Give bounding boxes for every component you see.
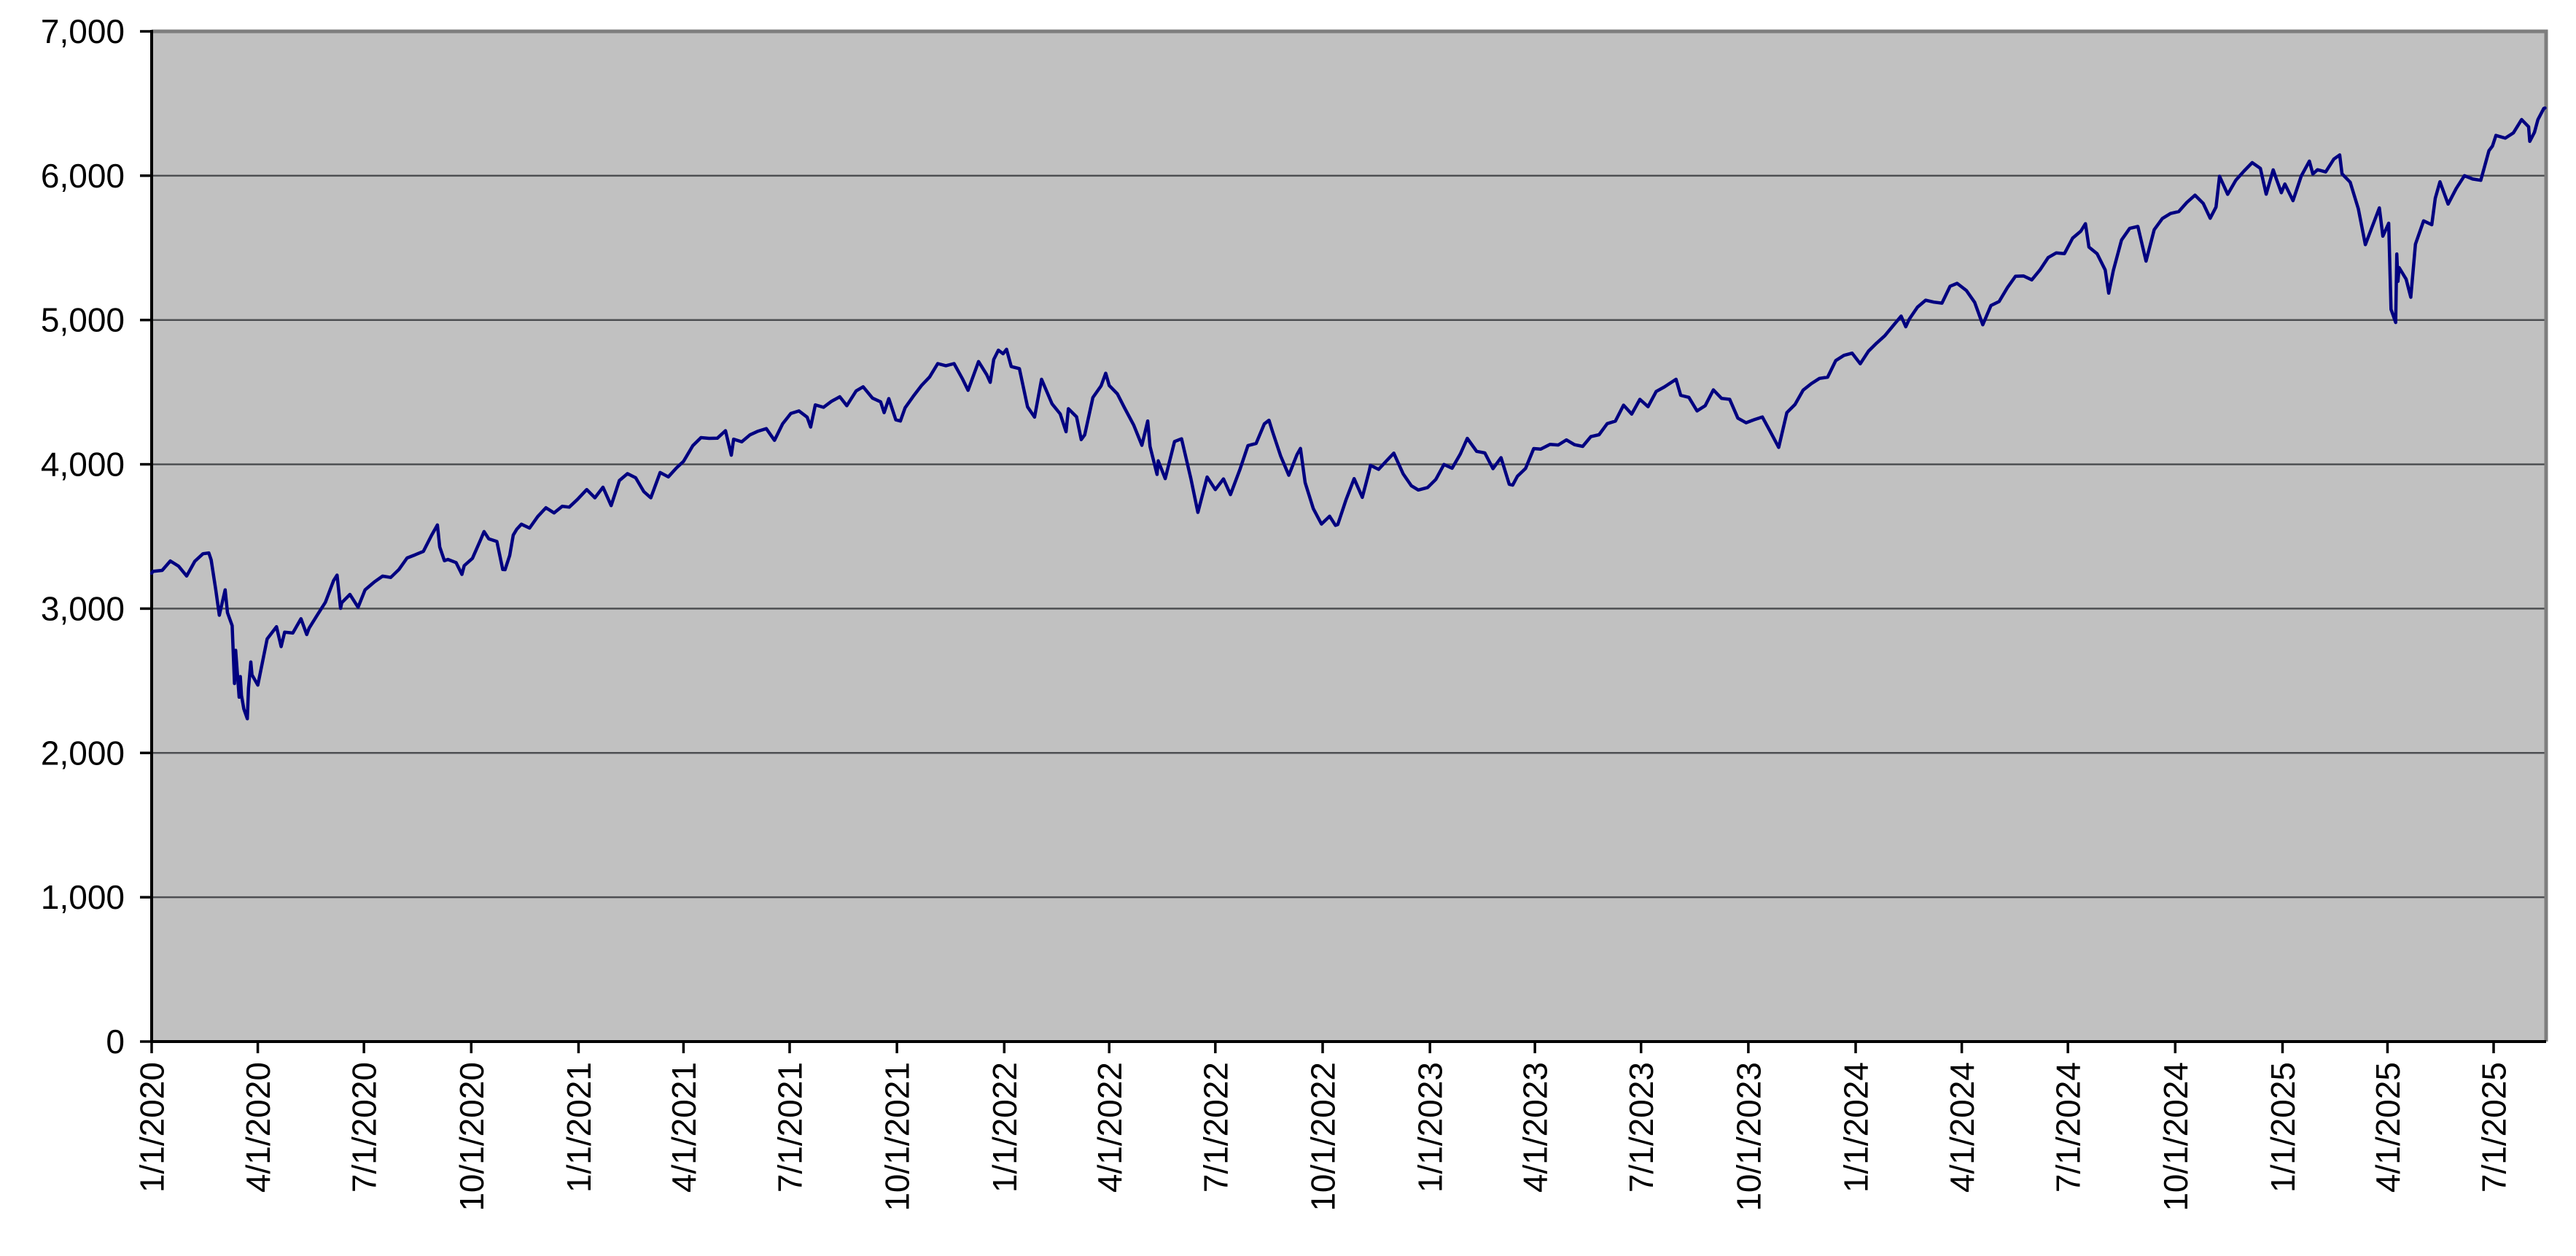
y-tick-label: 0 — [106, 1023, 125, 1061]
x-tick-label: 4/1/2025 — [2369, 1062, 2407, 1193]
x-tick-label: 10/1/2024 — [2157, 1062, 2195, 1212]
x-tick-label: 1/1/2025 — [2264, 1062, 2302, 1193]
x-tick-label: 7/1/2025 — [2475, 1062, 2513, 1193]
x-tick-label: 7/1/2021 — [771, 1062, 809, 1193]
x-tick-label: 4/1/2021 — [665, 1062, 703, 1193]
x-tick-label: 7/1/2023 — [1622, 1062, 1660, 1193]
x-tick-label: 4/1/2023 — [1517, 1062, 1554, 1193]
x-tick-label: 10/1/2020 — [453, 1062, 491, 1212]
x-tick-label: 1/1/2023 — [1412, 1062, 1450, 1193]
y-tick-label: 2,000 — [41, 734, 125, 772]
price-line — [149, 106, 2547, 721]
x-tick-label: 10/1/2022 — [1304, 1062, 1342, 1212]
plot-border — [152, 29, 2548, 1042]
x-tick-label: 10/1/2021 — [879, 1062, 917, 1212]
x-tick-label: 1/1/2021 — [560, 1062, 598, 1193]
x-tick-label: 7/1/2020 — [346, 1062, 384, 1193]
x-tick-label: 1/1/2020 — [133, 1062, 171, 1193]
x-tick-label: 4/1/2020 — [239, 1062, 277, 1193]
y-tick-label: 7,000 — [41, 12, 125, 50]
x-tick-label: 4/1/2024 — [1943, 1062, 1981, 1193]
x-tick-label: 1/1/2022 — [986, 1062, 1024, 1193]
x-tick-label: 7/1/2024 — [2050, 1062, 2087, 1193]
plot-area — [152, 31, 2546, 1042]
y-tick-label: 1,000 — [41, 878, 125, 916]
y-tick-label: 4,000 — [41, 446, 125, 484]
y-tick-label: 3,000 — [41, 589, 125, 627]
y-tick-label: 5,000 — [41, 301, 125, 339]
x-tick-label: 1/1/2024 — [1837, 1062, 1875, 1193]
x-tick-label: 10/1/2023 — [1729, 1062, 1767, 1212]
x-tick-label: 4/1/2022 — [1091, 1062, 1129, 1193]
y-tick-label: 6,000 — [41, 157, 125, 195]
x-tick-label: 7/1/2022 — [1196, 1062, 1234, 1193]
